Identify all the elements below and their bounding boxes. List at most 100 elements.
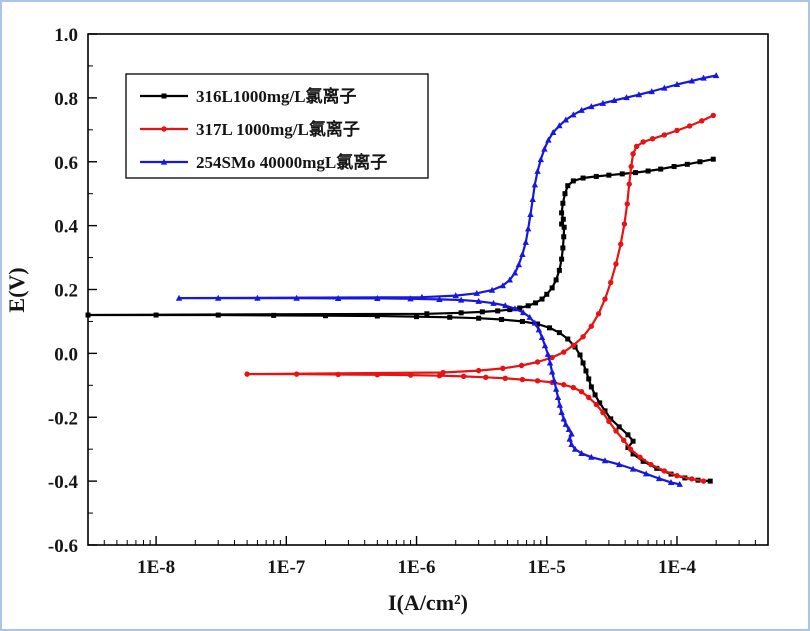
triangle-marker bbox=[565, 425, 573, 432]
triangle-marker bbox=[562, 116, 569, 123]
triangle-marker bbox=[520, 309, 527, 316]
triangle-marker bbox=[601, 457, 609, 464]
square-marker bbox=[85, 312, 91, 318]
triangle-marker bbox=[599, 99, 607, 106]
x-axis-label: I(A/cm²) bbox=[388, 590, 468, 615]
square-marker bbox=[630, 451, 636, 457]
triangle-marker bbox=[534, 167, 541, 174]
circle-marker bbox=[621, 437, 627, 443]
square-marker bbox=[215, 312, 221, 318]
square-marker bbox=[640, 458, 646, 464]
y-tick-label: 0.8 bbox=[54, 89, 78, 110]
square-marker bbox=[597, 400, 603, 406]
triangle-marker bbox=[566, 435, 573, 442]
y-tick-label: 0.4 bbox=[54, 217, 78, 238]
triangle-marker bbox=[436, 296, 443, 303]
circle-marker bbox=[580, 334, 586, 340]
circle-marker bbox=[686, 123, 693, 129]
x-tick-label: 1E-8 bbox=[137, 557, 175, 578]
legend-label: 316L1000mg/L氯离子 bbox=[196, 86, 357, 106]
square-marker bbox=[495, 308, 501, 314]
square-marker bbox=[559, 210, 565, 216]
square-marker bbox=[374, 313, 380, 319]
square-marker bbox=[525, 303, 531, 309]
triangle-marker bbox=[490, 299, 497, 306]
square-marker bbox=[560, 200, 566, 206]
circle-marker bbox=[613, 428, 619, 434]
triangle-marker bbox=[537, 156, 544, 163]
circle-marker bbox=[161, 126, 167, 132]
triangle-marker bbox=[546, 359, 554, 366]
circle-marker bbox=[689, 476, 695, 482]
triangle-marker bbox=[215, 294, 222, 301]
square-marker bbox=[565, 336, 571, 342]
circle-marker bbox=[649, 136, 656, 142]
circle-marker bbox=[588, 323, 595, 329]
triangle-marker bbox=[488, 286, 496, 293]
triangle-marker bbox=[531, 181, 539, 188]
circle-marker bbox=[626, 181, 632, 187]
square-marker bbox=[645, 168, 651, 174]
square-marker bbox=[547, 325, 553, 331]
circle-marker bbox=[436, 373, 443, 379]
legend-box bbox=[125, 73, 429, 179]
square-marker bbox=[479, 309, 485, 315]
square-marker bbox=[593, 173, 599, 179]
triangle-marker bbox=[562, 420, 569, 427]
triangle-marker bbox=[673, 81, 681, 88]
square-marker bbox=[619, 171, 625, 177]
triangle-marker bbox=[175, 294, 183, 301]
square-marker bbox=[586, 376, 592, 382]
square-marker bbox=[476, 315, 482, 321]
triangle-marker bbox=[545, 136, 552, 143]
square-marker bbox=[697, 159, 703, 165]
triangle-marker bbox=[661, 84, 668, 91]
square-marker bbox=[630, 438, 636, 444]
triangle-marker bbox=[556, 122, 563, 129]
square-marker bbox=[556, 267, 562, 273]
square-marker bbox=[625, 432, 631, 438]
triangle-marker bbox=[615, 461, 623, 468]
triangle-marker bbox=[642, 470, 650, 477]
circle-marker bbox=[534, 378, 541, 384]
circle-marker bbox=[570, 384, 577, 391]
circle-marker bbox=[640, 139, 646, 145]
circle-marker bbox=[710, 112, 716, 119]
triangle-marker bbox=[571, 445, 579, 452]
square-marker bbox=[499, 317, 505, 323]
triangle-marker bbox=[506, 276, 513, 283]
triangle-marker bbox=[334, 295, 342, 302]
triangle-marker bbox=[475, 297, 482, 304]
circle-marker bbox=[460, 373, 467, 380]
square-marker bbox=[561, 224, 567, 230]
triangle-marker bbox=[452, 292, 459, 299]
square-marker bbox=[616, 424, 622, 430]
square-marker bbox=[533, 300, 539, 306]
circle-marker bbox=[661, 132, 668, 138]
circle-marker bbox=[630, 151, 636, 157]
triangle-marker bbox=[254, 294, 261, 301]
square-marker bbox=[458, 310, 464, 316]
triangle-marker bbox=[527, 211, 534, 218]
square-marker bbox=[424, 311, 430, 317]
circle-marker bbox=[648, 461, 654, 468]
triangle-marker bbox=[374, 295, 381, 302]
square-marker bbox=[323, 313, 329, 319]
triangle-marker bbox=[578, 106, 585, 113]
triangle-marker bbox=[524, 225, 532, 232]
triangle-marker bbox=[499, 282, 507, 289]
circle-marker bbox=[618, 241, 624, 247]
chart-generated-layer: 1E-8 1E-7 1E-6 1E-5 1E-4 -0.6 -0.4 -0.2 0.0 0.2 0.… bbox=[48, 25, 769, 578]
legend: 316L1000mg/L氯离子 317L 1000mg/L氯离子 254SMo 40… bbox=[125, 73, 429, 179]
triangle-marker bbox=[535, 326, 543, 333]
triangle-marker bbox=[541, 145, 548, 152]
circle-marker bbox=[578, 389, 585, 395]
series-square bbox=[85, 156, 716, 484]
circle-marker bbox=[561, 349, 567, 355]
square-marker bbox=[608, 416, 614, 422]
triangle-marker bbox=[588, 453, 595, 460]
triangle-marker bbox=[554, 394, 562, 401]
square-marker bbox=[559, 256, 565, 262]
circle-marker bbox=[674, 472, 680, 479]
